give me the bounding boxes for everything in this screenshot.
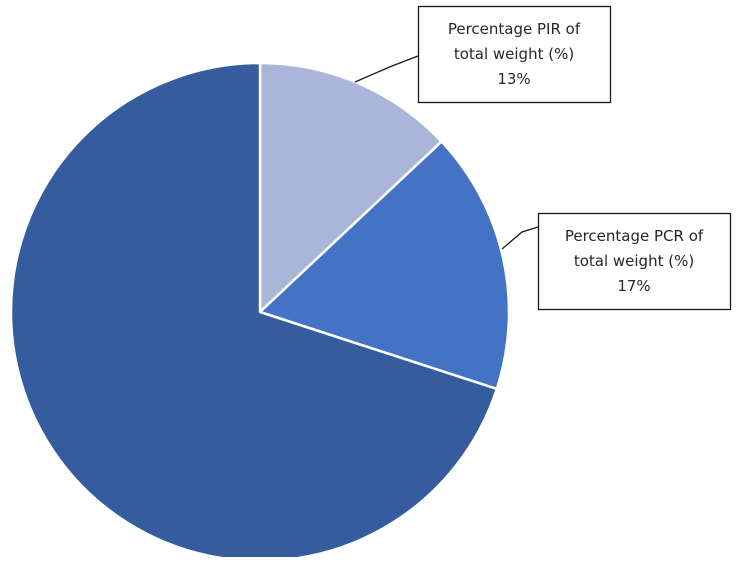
callout-label-line: Percentage PIR of <box>448 20 581 38</box>
callout-box <box>537 212 732 311</box>
callout-leader-line <box>354 55 419 83</box>
callout-box <box>417 5 612 104</box>
pie-slice-1[interactable] <box>258 61 443 314</box>
pie-slices <box>9 61 511 562</box>
pie-slice-3[interactable] <box>9 61 499 562</box>
callout-value-label: 13% <box>497 70 530 88</box>
callout-value-label: 17% <box>617 277 650 295</box>
pie-slice-2[interactable] <box>258 140 511 391</box>
callout-label-line: Percentage PCR of <box>565 227 704 245</box>
callout-1: Percentage PIR of total weight (%) 13% <box>354 5 612 104</box>
callout-label-line: total weight (%) <box>454 45 574 63</box>
callout-leader-line <box>501 226 539 250</box>
callout-label-line: total weight (%) <box>574 252 694 270</box>
callout-2: Percentage PCR of total weight (%) 17% <box>501 212 732 311</box>
